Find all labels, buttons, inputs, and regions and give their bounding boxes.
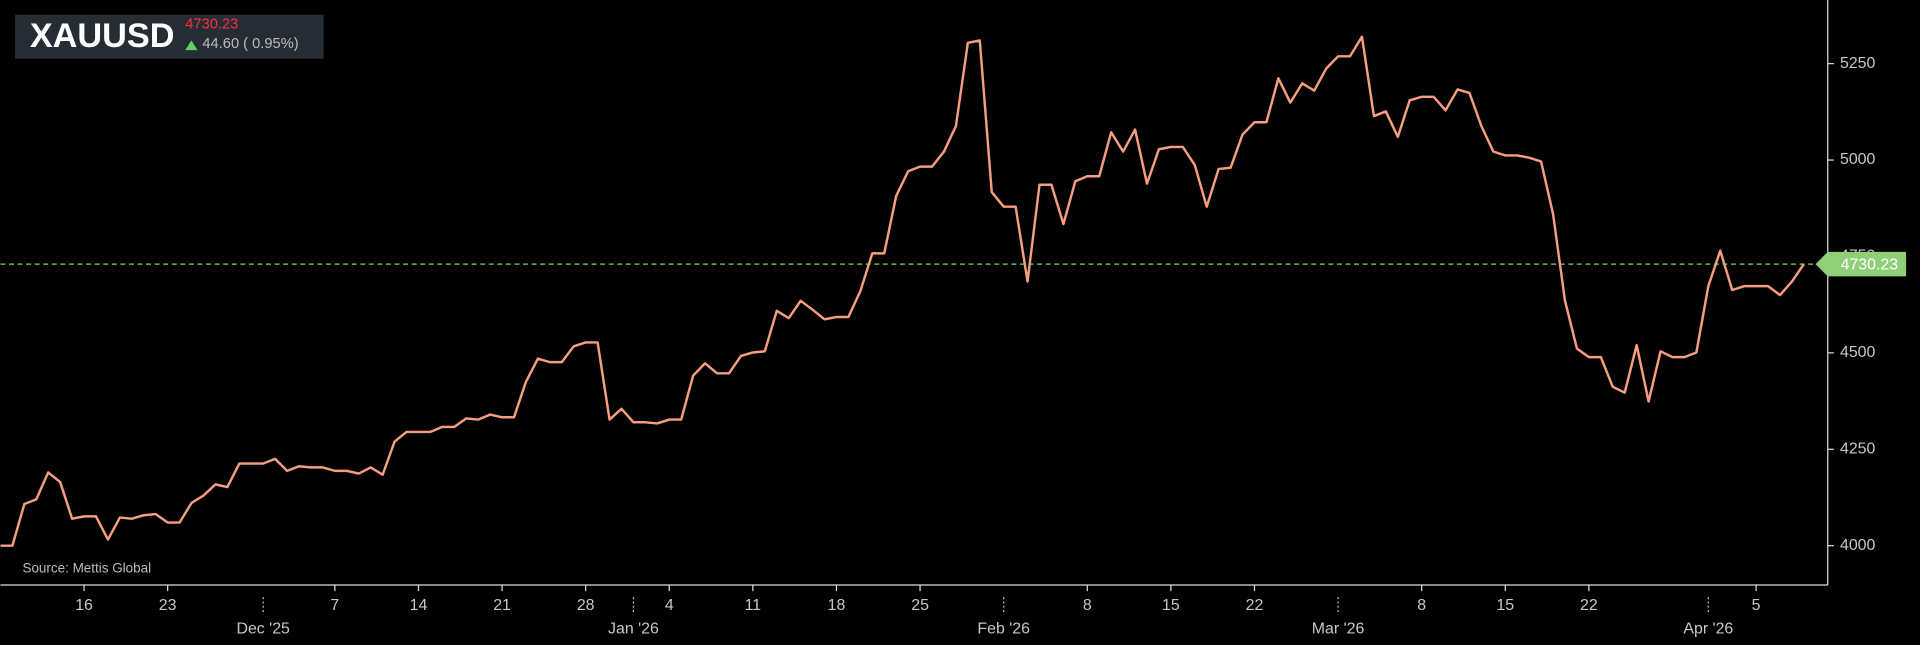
x-tick-label: 14 [410, 597, 428, 614]
x-tick-label: 16 [75, 597, 93, 614]
price-tag-label: 4730.23 [1841, 257, 1899, 274]
x-tick-label: 7 [330, 597, 339, 614]
x-tick-label: 22 [1246, 597, 1264, 614]
x-tick-label: 21 [493, 597, 511, 614]
price-tag [1815, 251, 1907, 277]
x-tick-label: 23 [159, 597, 177, 614]
x-tick-label: 5 [1752, 597, 1761, 614]
x-tick-label: 8 [1417, 597, 1426, 614]
x-tick-label: 8 [1083, 597, 1092, 614]
x-tick-label: 18 [828, 597, 846, 614]
x-tick-label: 15 [1496, 597, 1514, 614]
x-tick-label: 28 [577, 597, 595, 614]
x-tick-label: 4 [665, 597, 674, 614]
y-tick-label: 5250 [1840, 55, 1876, 72]
y-tick-label: 4500 [1840, 344, 1876, 361]
symbol: XAUUSD [30, 17, 175, 55]
x-tick-label: 25 [911, 597, 929, 614]
price-line [0, 35, 1805, 547]
header-box [15, 14, 324, 59]
x-tick-label: 22 [1580, 597, 1598, 614]
month-label: Mar '26 [1312, 620, 1365, 637]
x-tick-label: 11 [745, 597, 762, 614]
y-tick-label: 4000 [1840, 537, 1876, 554]
up-arrow [185, 40, 198, 51]
month-label: Apr '26 [1683, 620, 1733, 637]
month-label: Dec '25 [236, 620, 290, 637]
month-label: Jan '26 [608, 620, 659, 637]
month-label: Feb '26 [977, 620, 1030, 637]
y-tick-label: 5000 [1840, 151, 1876, 168]
header-price: 4730.23 [185, 16, 238, 32]
change: 44.60 ( 0.95%) [202, 36, 298, 52]
y-tick-label: 4250 [1840, 440, 1876, 457]
source: Source: Mettis Global [22, 561, 151, 576]
x-tick-label: 15 [1162, 597, 1180, 614]
